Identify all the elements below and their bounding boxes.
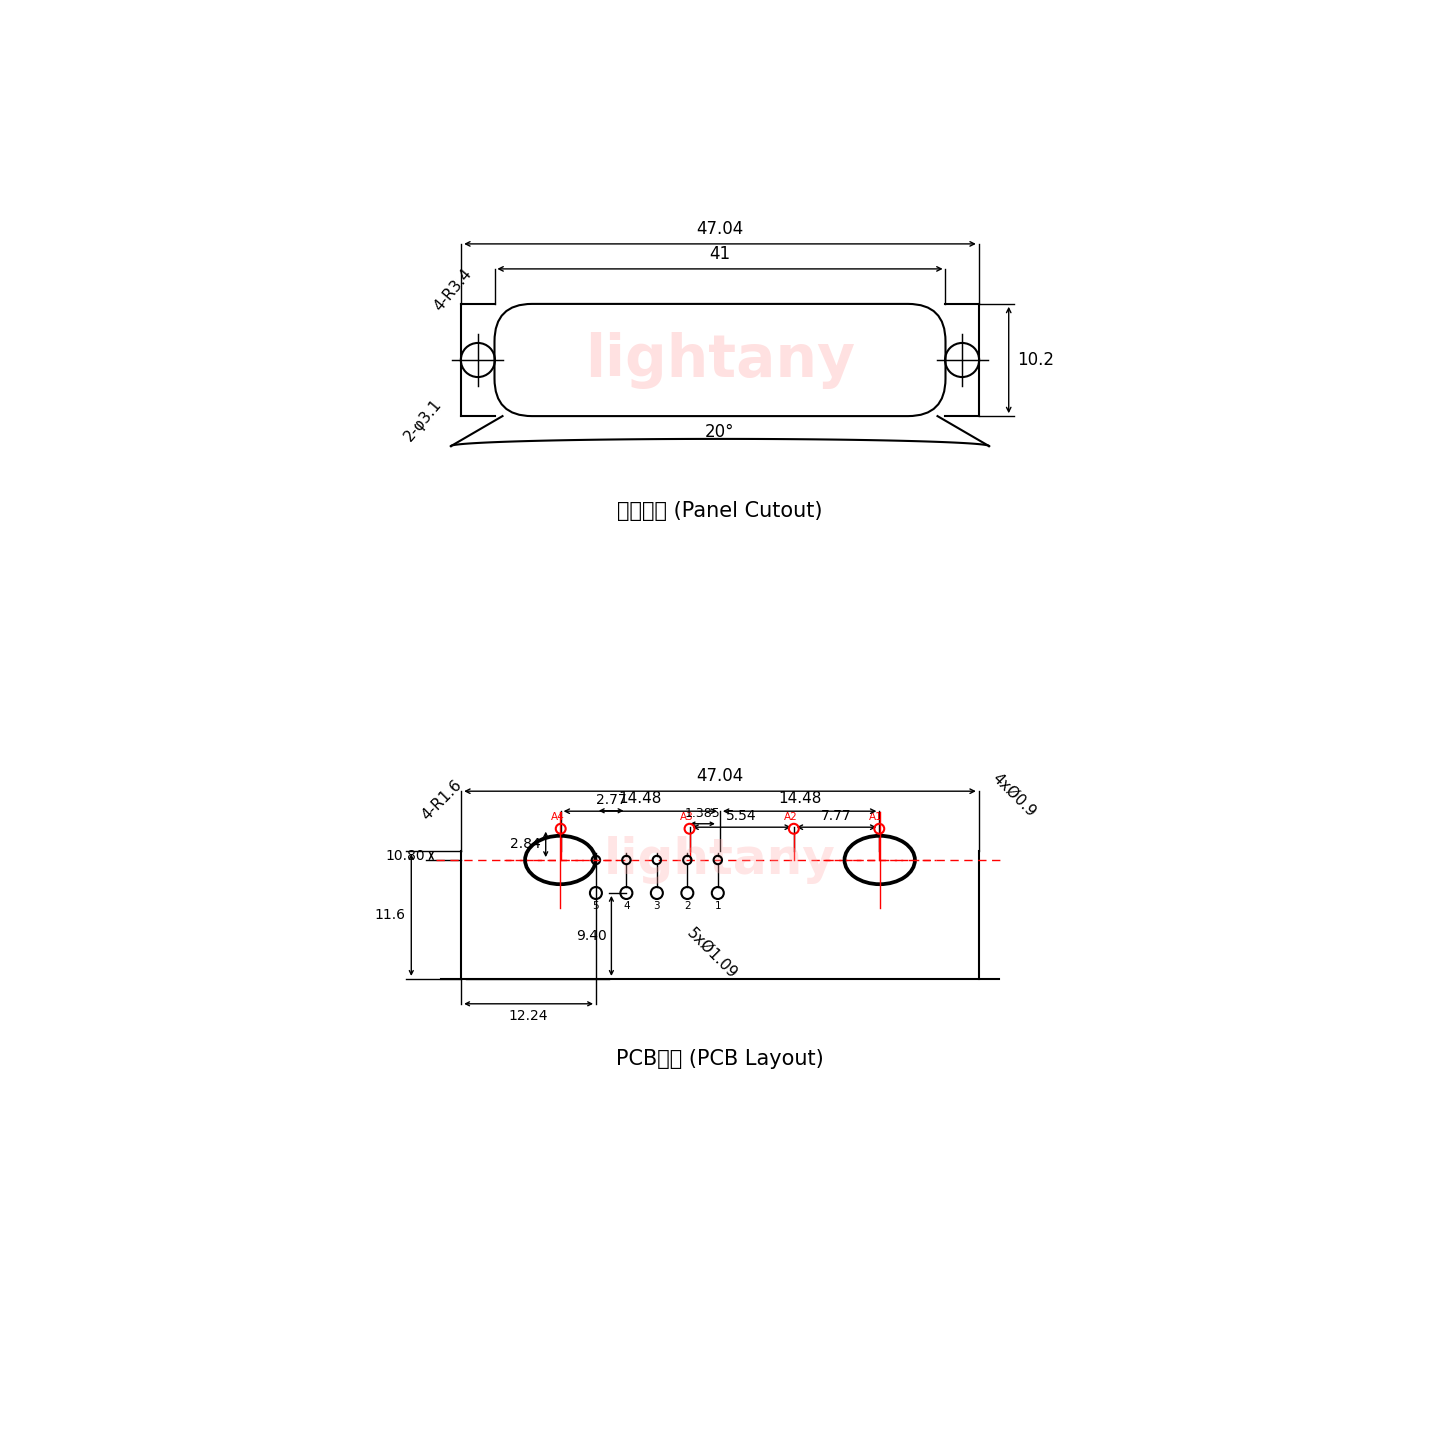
Text: 11.6: 11.6	[374, 909, 405, 922]
Text: 2-φ3.1: 2-φ3.1	[402, 396, 445, 444]
Text: 47.04: 47.04	[697, 220, 743, 238]
Text: 10.2: 10.2	[1017, 351, 1054, 369]
Text: 5: 5	[593, 901, 599, 912]
Text: PCB布局 (PCB Layout): PCB布局 (PCB Layout)	[616, 1048, 824, 1068]
Text: 2.84: 2.84	[510, 838, 540, 851]
Text: 4: 4	[624, 901, 629, 912]
FancyBboxPatch shape	[494, 304, 946, 416]
Text: A1: A1	[870, 812, 883, 822]
Text: 20°: 20°	[706, 423, 734, 441]
Text: 面板开孔 (Panel Cutout): 面板开孔 (Panel Cutout)	[618, 501, 822, 521]
Text: 14.48: 14.48	[619, 791, 662, 806]
Text: A4: A4	[552, 812, 564, 822]
Text: 10.80: 10.80	[386, 848, 425, 863]
Text: A2: A2	[783, 812, 798, 822]
Text: 12.24: 12.24	[508, 1009, 549, 1022]
Text: 1.385: 1.385	[684, 806, 720, 819]
Text: lightany: lightany	[603, 837, 837, 884]
Text: A3: A3	[680, 812, 694, 822]
Text: 3: 3	[654, 901, 660, 912]
Text: 41: 41	[710, 245, 730, 264]
Text: 4-R1.6: 4-R1.6	[418, 778, 464, 824]
Text: 9.40: 9.40	[576, 929, 606, 943]
Text: 5xØ1.09: 5xØ1.09	[684, 924, 740, 981]
Text: 2: 2	[684, 901, 691, 912]
Text: 5.54: 5.54	[726, 809, 757, 824]
Text: 2.77: 2.77	[596, 793, 626, 806]
Text: 14.48: 14.48	[778, 791, 821, 806]
Text: lightany: lightany	[585, 331, 855, 389]
Text: 1: 1	[714, 901, 721, 912]
Text: 47.04: 47.04	[697, 768, 743, 785]
Text: 4xØ0.9: 4xØ0.9	[989, 770, 1038, 819]
Text: 4-R3.4: 4-R3.4	[431, 266, 475, 314]
Text: 7.77: 7.77	[821, 809, 852, 824]
